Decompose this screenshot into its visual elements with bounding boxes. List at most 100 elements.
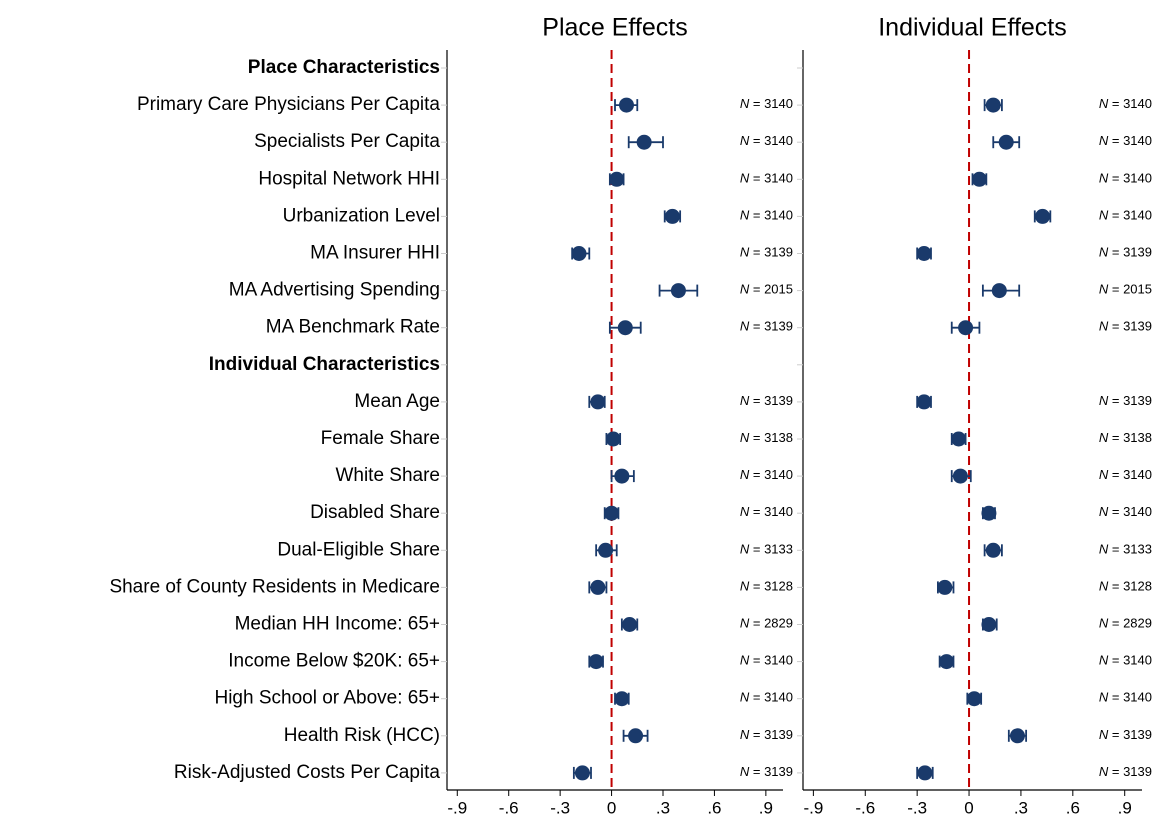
n-label: N = 3140 xyxy=(1099,653,1152,668)
n-equals: = xyxy=(753,579,761,594)
n-equals: = xyxy=(1112,430,1120,445)
point-estimate xyxy=(981,617,997,632)
n-label: N = 3139 xyxy=(1099,393,1152,408)
n-value: 3140 xyxy=(764,653,793,668)
row-label: Dual-Eligible Share xyxy=(277,539,440,560)
point-estimate xyxy=(1009,728,1025,744)
panel-title: Place Effects xyxy=(542,14,687,42)
n-symbol: N xyxy=(740,134,750,149)
point-estimate xyxy=(971,171,987,187)
n-equals: = xyxy=(1112,505,1120,520)
n-value: 3139 xyxy=(1123,245,1152,260)
n-symbol: N xyxy=(1099,171,1109,186)
point-estimate xyxy=(609,171,625,187)
n-symbol: N xyxy=(1099,542,1109,557)
n-equals: = xyxy=(753,727,761,742)
n-value: 3140 xyxy=(1123,690,1152,705)
row-label: Share of County Residents in Medicare xyxy=(109,576,440,597)
x-tick-label: -.9 xyxy=(447,798,467,817)
n-value: 2015 xyxy=(1123,282,1152,297)
n-label: N = 3139 xyxy=(740,727,793,742)
x-tick-label: 0 xyxy=(607,798,616,817)
n-value: 3140 xyxy=(764,468,793,483)
n-symbol: N xyxy=(1099,505,1109,520)
n-value: 3139 xyxy=(1123,319,1152,334)
n-value: 3133 xyxy=(1123,542,1152,557)
n-equals: = xyxy=(1112,468,1120,483)
n-value: 2015 xyxy=(764,282,793,297)
point-estimate xyxy=(617,320,633,336)
row-label: Health Risk (HCC) xyxy=(284,725,440,746)
n-equals: = xyxy=(753,430,761,445)
point-estimate xyxy=(985,97,1001,113)
n-value: 3138 xyxy=(1123,430,1152,445)
n-value: 3139 xyxy=(764,764,793,779)
n-equals: = xyxy=(1112,393,1120,408)
n-label: N = 3140 xyxy=(740,171,793,186)
point-estimate xyxy=(614,691,630,707)
n-value: 3139 xyxy=(1123,764,1152,779)
n-label: N = 3140 xyxy=(740,653,793,668)
point-estimate xyxy=(916,246,932,261)
n-label: N = 3139 xyxy=(740,393,793,408)
n-value: 3138 xyxy=(764,430,793,445)
n-symbol: N xyxy=(1099,468,1109,483)
x-tick-label: .3 xyxy=(656,798,670,817)
n-equals: = xyxy=(753,282,761,297)
n-value: 3140 xyxy=(764,97,793,112)
row-label: Risk-Adjusted Costs Per Capita xyxy=(174,762,441,783)
n-equals: = xyxy=(753,97,761,112)
n-symbol: N xyxy=(740,282,750,297)
n-symbol: N xyxy=(740,171,750,186)
n-equals: = xyxy=(753,616,761,631)
n-symbol: N xyxy=(740,430,750,445)
row-label: Disabled Share xyxy=(310,502,440,523)
n-value: 3139 xyxy=(764,319,793,334)
n-symbol: N xyxy=(1099,245,1109,260)
n-symbol: N xyxy=(1099,616,1109,631)
n-symbol: N xyxy=(1099,134,1109,149)
n-equals: = xyxy=(753,319,761,334)
n-label: N = 3139 xyxy=(1099,245,1152,260)
point-estimate xyxy=(590,579,606,595)
point-estimate xyxy=(951,431,967,447)
n-symbol: N xyxy=(1099,690,1109,705)
panel-title: Individual Effects xyxy=(878,14,1067,42)
n-equals: = xyxy=(753,764,761,779)
n-symbol: N xyxy=(1099,208,1109,223)
n-symbol: N xyxy=(740,690,750,705)
n-equals: = xyxy=(1112,97,1120,112)
row-label: Urbanization Level xyxy=(283,205,440,226)
point-estimate xyxy=(605,431,621,447)
x-tick-label: -.6 xyxy=(499,798,519,817)
point-estimate xyxy=(664,208,680,224)
n-symbol: N xyxy=(740,579,750,594)
point-estimate xyxy=(574,765,590,781)
n-label: N = 3139 xyxy=(1099,764,1152,779)
n-value: 3140 xyxy=(1123,97,1152,112)
n-value: 2829 xyxy=(1123,616,1152,631)
n-symbol: N xyxy=(740,245,750,260)
n-symbol: N xyxy=(740,208,750,223)
n-equals: = xyxy=(753,542,761,557)
point-estimate xyxy=(1035,208,1051,224)
point-estimate xyxy=(966,691,982,707)
n-label: N = 3138 xyxy=(740,430,793,445)
n-label: N = 3139 xyxy=(740,245,793,260)
group-header: Place Characteristics xyxy=(248,57,440,78)
n-symbol: N xyxy=(1099,282,1109,297)
point-estimate xyxy=(636,134,652,150)
n-equals: = xyxy=(1112,690,1120,705)
n-label: N = 3140 xyxy=(740,505,793,520)
x-tick-label: -.3 xyxy=(550,798,570,817)
point-estimate xyxy=(604,505,620,521)
n-symbol: N xyxy=(1099,764,1109,779)
point-estimate xyxy=(598,542,614,558)
n-value: 3140 xyxy=(764,505,793,520)
n-label: N = 2015 xyxy=(1099,282,1152,297)
row-label: Mean Age xyxy=(354,391,440,412)
n-value: 3133 xyxy=(764,542,793,557)
row-label: White Share xyxy=(335,465,440,486)
n-label: N = 3133 xyxy=(1099,542,1152,557)
